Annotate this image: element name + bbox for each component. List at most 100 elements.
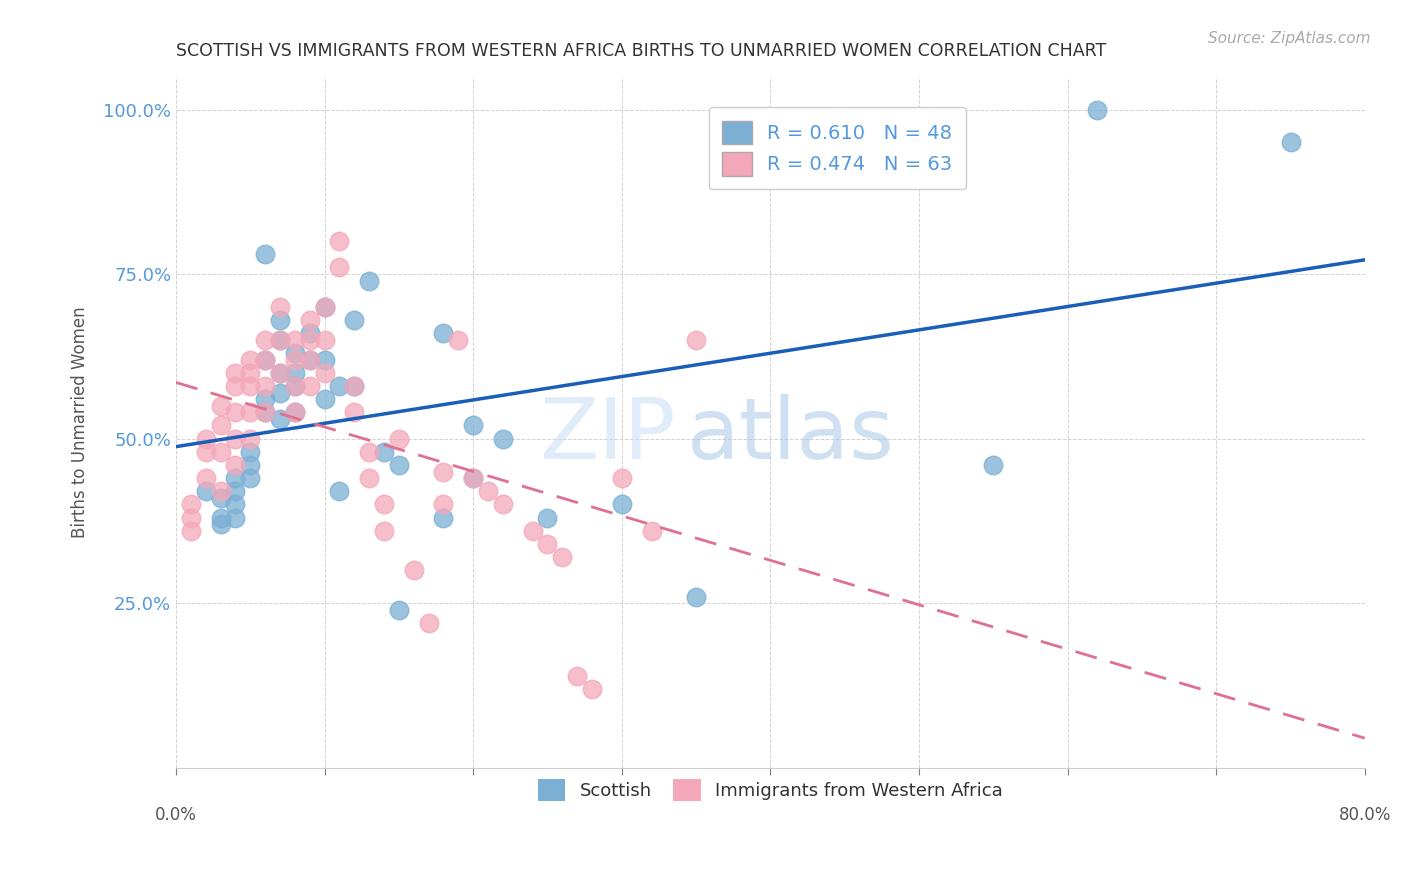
Point bbox=[224, 405, 246, 419]
Point bbox=[359, 444, 381, 458]
Point bbox=[463, 471, 485, 485]
Point bbox=[239, 458, 262, 472]
Point bbox=[209, 484, 232, 499]
Point bbox=[224, 510, 246, 524]
Point bbox=[581, 681, 603, 696]
Point bbox=[269, 385, 291, 400]
Point bbox=[224, 379, 246, 393]
Point bbox=[640, 524, 662, 538]
Point bbox=[463, 471, 485, 485]
Point bbox=[194, 471, 217, 485]
Point bbox=[298, 352, 321, 367]
Point bbox=[239, 379, 262, 393]
Point bbox=[536, 510, 558, 524]
Point bbox=[209, 510, 232, 524]
Point bbox=[477, 484, 499, 499]
Point bbox=[388, 458, 411, 472]
Point bbox=[298, 326, 321, 341]
Point bbox=[284, 366, 307, 380]
Point bbox=[194, 432, 217, 446]
Point bbox=[284, 352, 307, 367]
Point bbox=[209, 491, 232, 505]
Point bbox=[298, 379, 321, 393]
Point bbox=[239, 366, 262, 380]
Point bbox=[314, 352, 336, 367]
Point bbox=[492, 432, 515, 446]
Point bbox=[239, 405, 262, 419]
Point bbox=[1279, 136, 1302, 150]
Point bbox=[194, 484, 217, 499]
Point bbox=[298, 352, 321, 367]
Point bbox=[314, 300, 336, 314]
Point bbox=[343, 405, 366, 419]
Point bbox=[269, 366, 291, 380]
Point bbox=[551, 550, 574, 565]
Point bbox=[298, 313, 321, 327]
Point bbox=[685, 333, 707, 347]
Point bbox=[343, 379, 366, 393]
Point bbox=[536, 537, 558, 551]
Point bbox=[254, 247, 277, 261]
Point bbox=[328, 234, 350, 248]
Point bbox=[610, 497, 633, 511]
Point bbox=[254, 333, 277, 347]
Point bbox=[224, 471, 246, 485]
Point bbox=[432, 510, 454, 524]
Point bbox=[224, 484, 246, 499]
Text: ZIP: ZIP bbox=[538, 394, 675, 477]
Point bbox=[314, 366, 336, 380]
Point bbox=[328, 484, 350, 499]
Text: atlas: atlas bbox=[688, 394, 896, 477]
Point bbox=[432, 497, 454, 511]
Text: 80.0%: 80.0% bbox=[1339, 805, 1391, 823]
Point bbox=[269, 366, 291, 380]
Point bbox=[492, 497, 515, 511]
Point bbox=[522, 524, 544, 538]
Point bbox=[284, 333, 307, 347]
Point bbox=[284, 379, 307, 393]
Point bbox=[359, 471, 381, 485]
Point bbox=[359, 274, 381, 288]
Point bbox=[284, 346, 307, 360]
Point bbox=[209, 418, 232, 433]
Point bbox=[685, 590, 707, 604]
Point bbox=[373, 444, 395, 458]
Legend: Scottish, Immigrants from Western Africa: Scottish, Immigrants from Western Africa bbox=[529, 771, 1012, 811]
Point bbox=[463, 418, 485, 433]
Point bbox=[432, 326, 454, 341]
Point bbox=[432, 465, 454, 479]
Point bbox=[298, 333, 321, 347]
Point bbox=[328, 260, 350, 275]
Point bbox=[981, 458, 1004, 472]
Point bbox=[254, 352, 277, 367]
Point bbox=[224, 432, 246, 446]
Point bbox=[239, 432, 262, 446]
Point bbox=[194, 444, 217, 458]
Point bbox=[239, 352, 262, 367]
Point bbox=[388, 603, 411, 617]
Point bbox=[239, 444, 262, 458]
Point bbox=[328, 379, 350, 393]
Point bbox=[269, 412, 291, 426]
Point bbox=[180, 497, 202, 511]
Point bbox=[224, 497, 246, 511]
Point bbox=[1085, 103, 1108, 117]
Point bbox=[180, 510, 202, 524]
Text: 0.0%: 0.0% bbox=[155, 805, 197, 823]
Point bbox=[254, 392, 277, 406]
Point bbox=[254, 405, 277, 419]
Point bbox=[314, 392, 336, 406]
Point bbox=[254, 379, 277, 393]
Point bbox=[284, 379, 307, 393]
Point bbox=[269, 300, 291, 314]
Point bbox=[610, 471, 633, 485]
Point bbox=[343, 313, 366, 327]
Point bbox=[269, 333, 291, 347]
Point bbox=[373, 524, 395, 538]
Point bbox=[209, 399, 232, 413]
Point bbox=[269, 313, 291, 327]
Point bbox=[209, 444, 232, 458]
Point bbox=[224, 458, 246, 472]
Point bbox=[284, 405, 307, 419]
Point bbox=[224, 366, 246, 380]
